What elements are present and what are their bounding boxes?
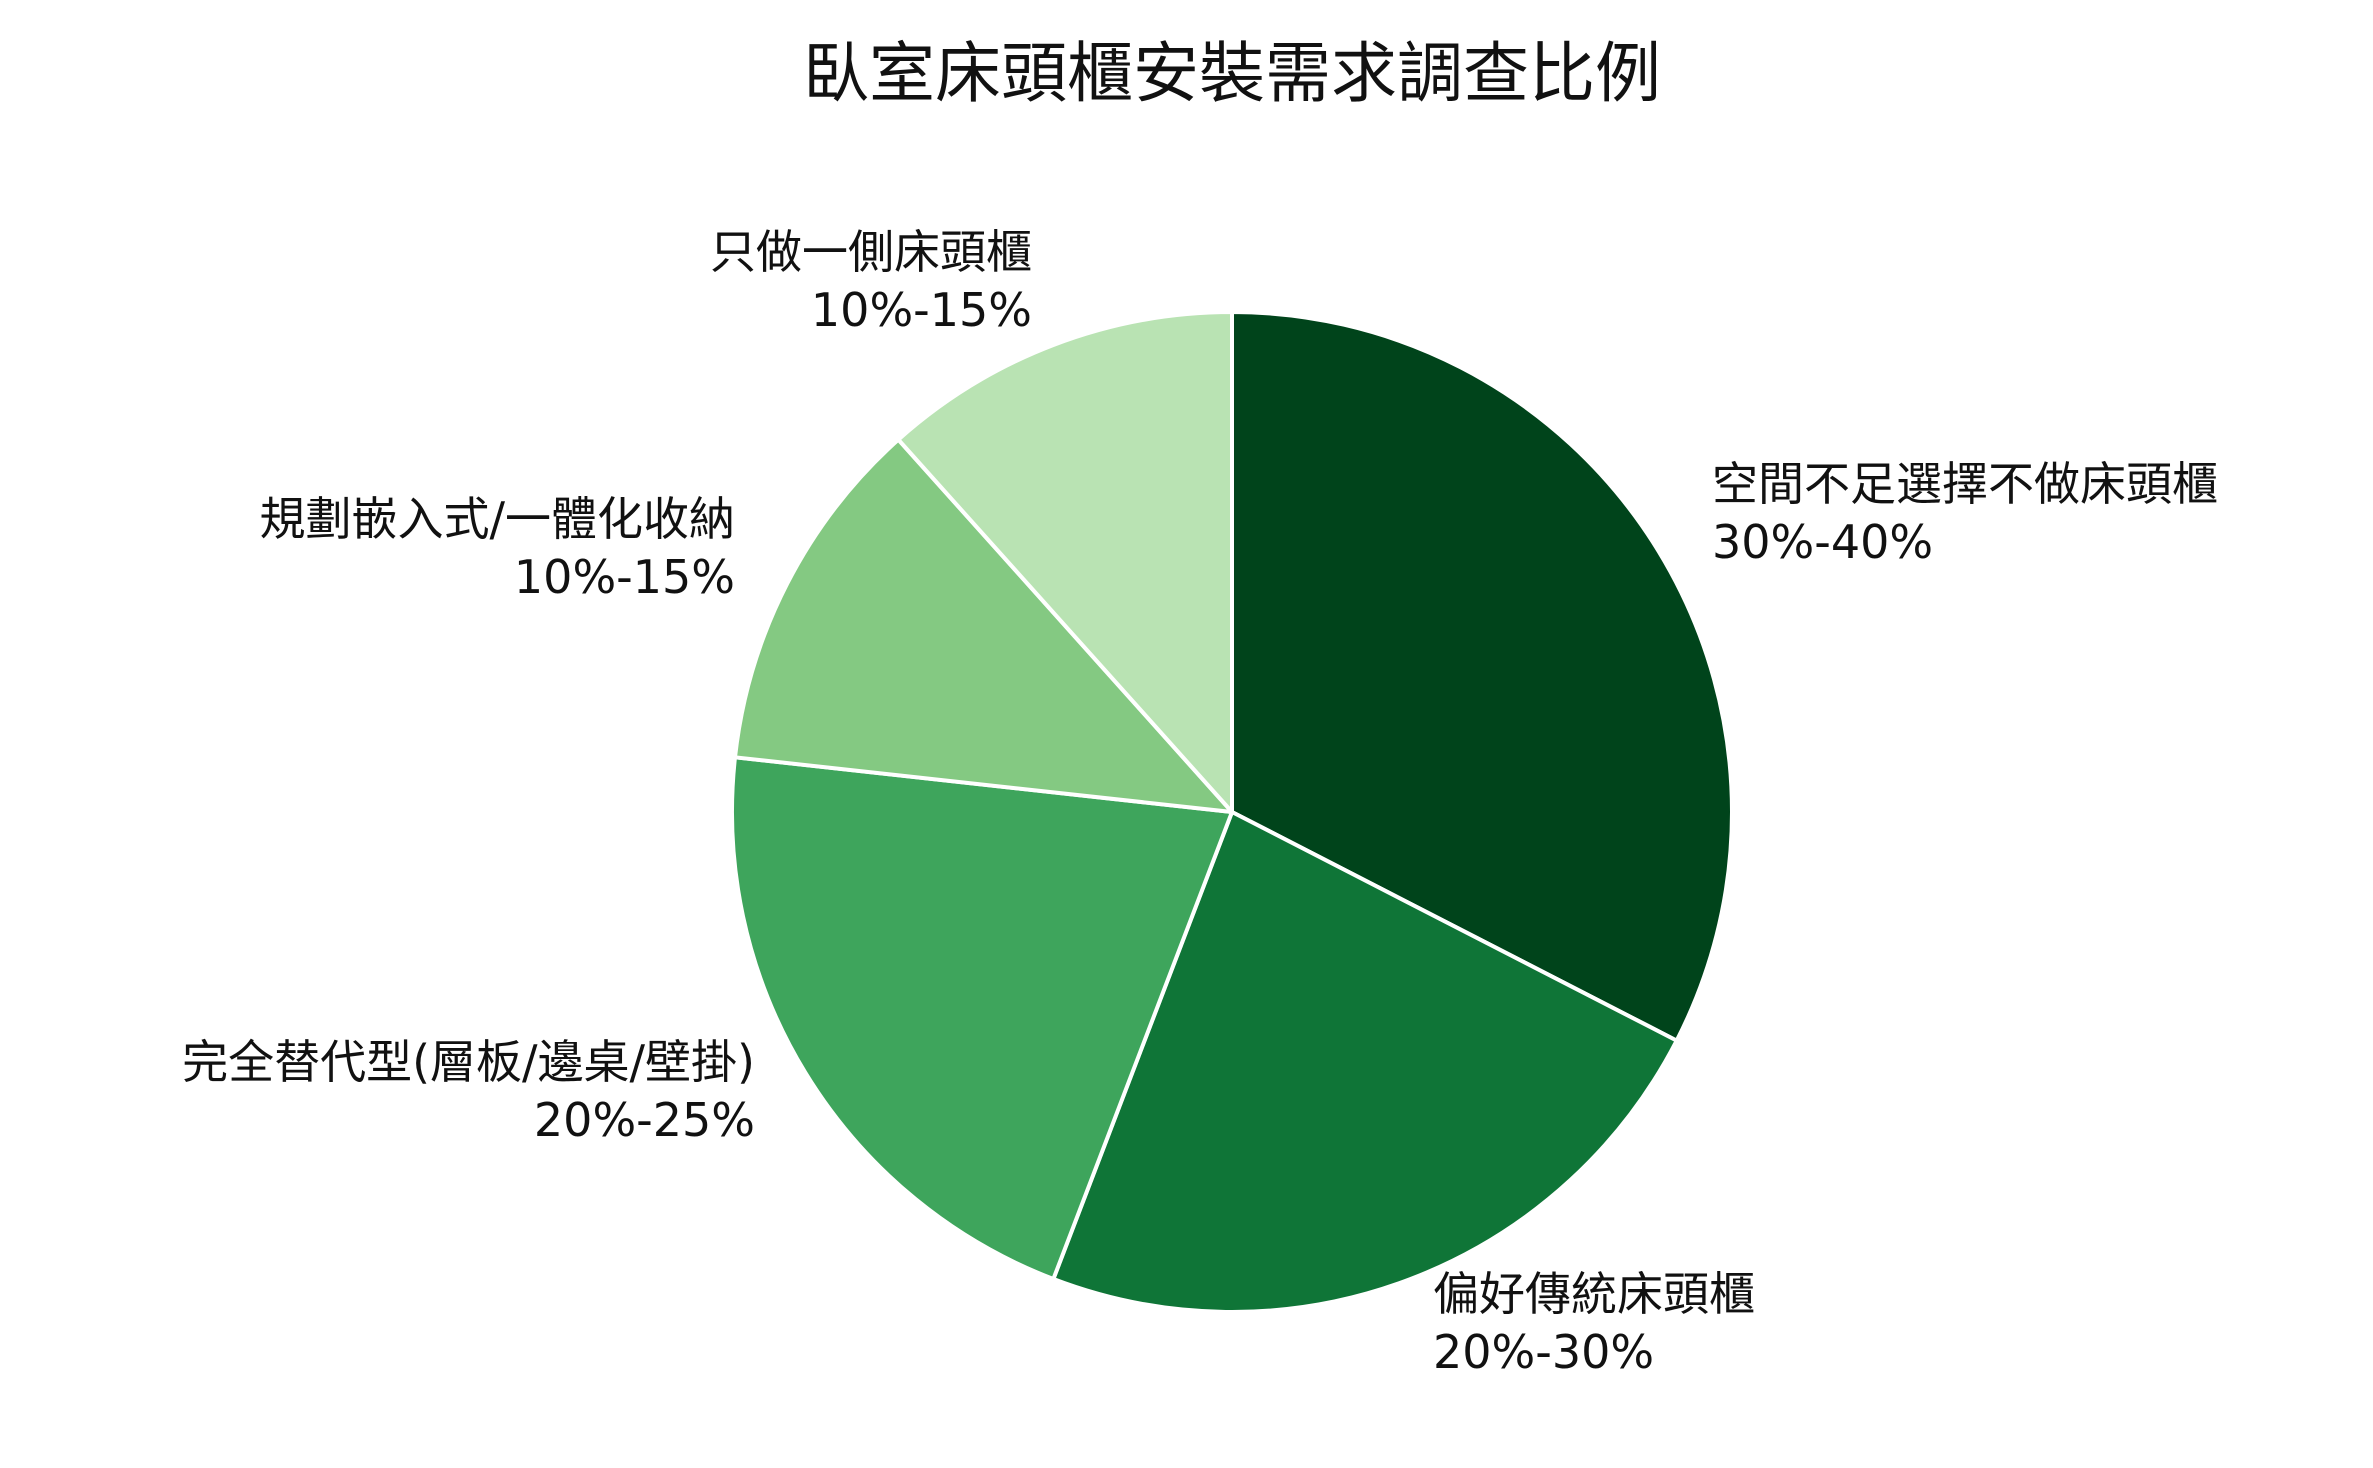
pie-slice-4 <box>733 437 1234 814</box>
pie-slice-3 <box>729 755 1234 1282</box>
slice-label-3: 完全替代型(層板/邊桌/壁掛) <box>182 1035 755 1089</box>
slice-label-1: 空間不足選擇不做床頭櫃 <box>1712 457 2218 511</box>
pie-slice-5 <box>896 310 1234 814</box>
slice-range-label-5: 10%-15% <box>811 283 1032 337</box>
slice-label-5: 只做一側床頭櫃 <box>710 225 1032 279</box>
slice-range-label-4: 10%-15% <box>514 550 735 604</box>
slice-range-label-3: 20%-25% <box>534 1093 755 1147</box>
pie-slices <box>729 310 1734 1315</box>
pie-slice-2 <box>1051 810 1679 1315</box>
slice-label-2: 偏好傳統床頭櫃 <box>1433 1267 1755 1321</box>
slice-label-4: 規劃嵌入式/一體化收納 <box>260 492 736 546</box>
slice-range-label-2: 20%-30% <box>1433 1325 1654 1379</box>
slice-range-label-1: 30%-40% <box>1712 515 1933 569</box>
pie-slice-1 <box>1230 310 1734 1043</box>
chart-title: 臥室床頭櫃安裝需求調查比例 <box>803 35 1661 112</box>
